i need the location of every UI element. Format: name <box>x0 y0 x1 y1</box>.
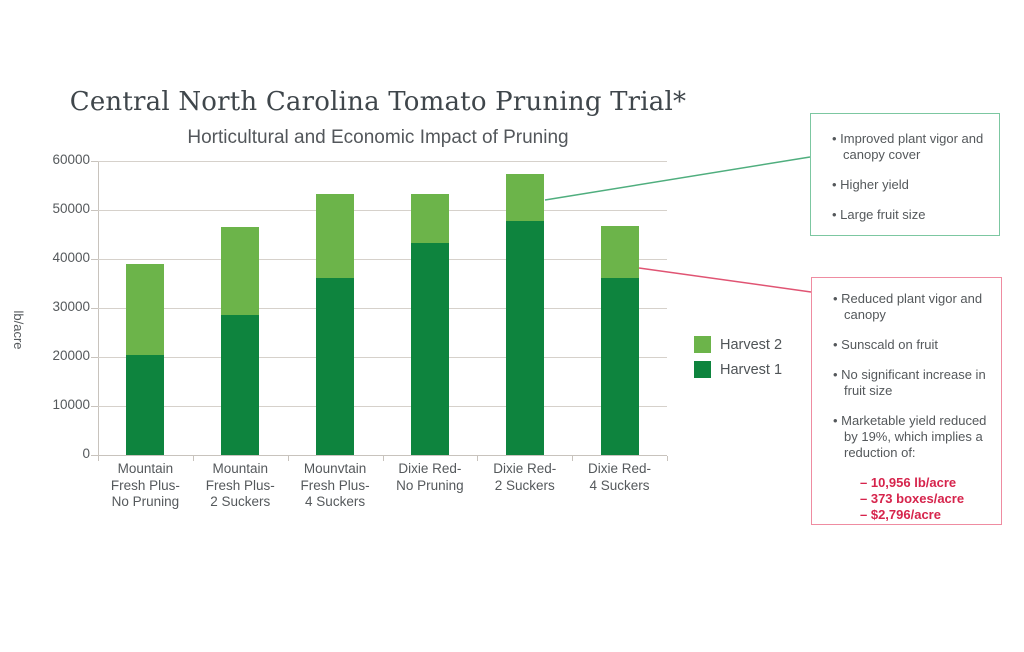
y-axis-tick-labels: 0 10000 20000 30000 40000 50000 60000 <box>30 152 90 461</box>
y-tick-label-0: 0 <box>82 446 90 461</box>
y-tick-mark-50000 <box>91 210 98 211</box>
legend-item-harvest2: Harvest 2 <box>694 336 782 353</box>
y-axis-title: lb/acre <box>11 310 26 350</box>
plot-area <box>91 161 668 461</box>
x-axis-line <box>98 455 667 456</box>
y-tick-mark-30000 <box>91 308 98 309</box>
chart-subtitle: Horticultural and Economic Impact of Pru… <box>187 127 569 148</box>
gridline-30000 <box>98 308 667 309</box>
y-tick-label-20000: 20000 <box>52 348 90 363</box>
x-category-label-4: Dixie Red- 2 Suckers <box>493 461 557 493</box>
x-tick-mark-5 <box>572 456 573 461</box>
benefit-bullet-0: • Improved plant vigor and canopy cover <box>832 131 984 162</box>
drawback-bullet-2: • No significant increase in fruit size <box>833 367 986 398</box>
x-tick-mark-4 <box>477 456 478 461</box>
reduction-item-1: – 373 boxes/acre <box>860 491 965 506</box>
legend-item-harvest1: Harvest 1 <box>694 361 782 378</box>
benefit-bullet-1: • Higher yield <box>832 177 909 192</box>
y-tick-mark-10000 <box>91 406 98 407</box>
gridline-60000 <box>98 161 667 162</box>
x-category-label-2: Mounvtain Fresh Plus- 4 Suckers <box>300 461 370 509</box>
bar-harvest1-5 <box>600 278 639 455</box>
chart-title: Central North Carolina Tomato Pruning Tr… <box>69 87 687 117</box>
benefits-callout-box: • Improved plant vigor and canopy cover •… <box>810 113 1000 236</box>
bar-harvest2-3 <box>410 193 449 244</box>
x-category-label-3: Dixie Red- No Pruning <box>396 461 464 493</box>
legend-label-harvest1: Harvest 1 <box>720 361 783 378</box>
y-tick-mark-40000 <box>91 259 98 260</box>
drawback-bullet-3: • Marketable yield reduced by 19%, which… <box>833 413 987 460</box>
y-tick-label-60000: 60000 <box>52 152 90 167</box>
y-tick-label-10000: 10000 <box>52 397 90 412</box>
x-category-label-5: Dixie Red- 4 Suckers <box>588 461 652 493</box>
x-tick-mark-1 <box>193 456 194 461</box>
benefit-bullet-2: • Large fruit size <box>832 207 926 222</box>
x-category-label-1: Mountain Fresh Plus- 2 Suckers <box>205 461 275 509</box>
bar-harvest2-2 <box>316 193 355 279</box>
bar-harvest1-3 <box>410 243 449 455</box>
bar-harvest2-4 <box>505 173 544 222</box>
x-tick-mark-2 <box>288 456 289 461</box>
harvest2-swatch-icon <box>694 336 711 353</box>
bar-harvest1-1 <box>221 314 260 455</box>
x-tick-mark-3 <box>383 456 384 461</box>
legend: Harvest 2 Harvest 1 <box>694 336 782 386</box>
gridline-40000 <box>98 259 667 260</box>
drawback-bullet-0: • Reduced plant vigor and canopy <box>833 291 983 322</box>
gridline-50000 <box>98 210 667 211</box>
reduction-item-0: – 10,956 lb/acre <box>860 475 957 490</box>
harvest1-swatch-icon <box>694 361 711 378</box>
x-tick-mark-6 <box>667 456 668 461</box>
bar-harvest2-0 <box>126 264 165 355</box>
gridline-20000 <box>98 357 667 358</box>
x-category-label-0: Mountain Fresh Plus- No Pruning <box>110 461 180 509</box>
y-tick-label-40000: 40000 <box>52 250 90 265</box>
bar-harvest1-2 <box>316 278 355 455</box>
drawbacks-callout-box: • Reduced plant vigor and canopy • Sunsca… <box>811 277 1002 525</box>
reduction-item-2: – $2,796/acre <box>860 507 941 522</box>
legend-label-harvest2: Harvest 2 <box>720 336 783 353</box>
bar-harvest2-5 <box>600 226 639 279</box>
y-tick-mark-20000 <box>91 357 98 358</box>
bar-harvest1-0 <box>126 354 165 455</box>
gridline-10000 <box>98 406 667 407</box>
y-tick-mark-0 <box>91 455 98 456</box>
drawback-bullet-1: • Sunscald on fruit <box>833 337 938 352</box>
bar-harvest1-4 <box>505 221 544 455</box>
x-axis-category-labels: Mountain Fresh Plus- No Pruning Mountain Fre… <box>98 461 667 511</box>
y-tick-label-30000: 30000 <box>52 299 90 314</box>
bar-harvest2-1 <box>221 227 260 315</box>
y-tick-mark-60000 <box>91 161 98 162</box>
x-tick-mark-0 <box>98 456 99 461</box>
y-tick-label-50000: 50000 <box>52 201 90 216</box>
